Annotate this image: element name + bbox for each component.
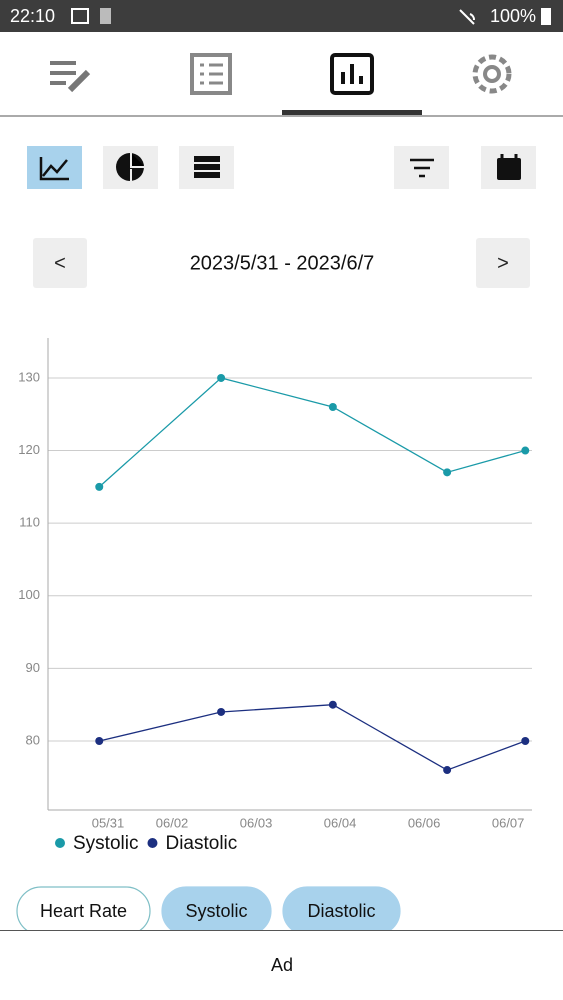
tab-bar [0, 53, 563, 117]
battery-saver-icon [100, 8, 111, 24]
series-line [99, 704, 526, 771]
ad-label: Ad [271, 955, 293, 975]
chip-label: Diastolic [307, 901, 375, 921]
gallery-icon [71, 8, 89, 24]
x-tick-label: 06/02 [156, 815, 189, 830]
legend-label: Diastolic [165, 833, 237, 854]
status-time: 22:10 [10, 6, 55, 26]
data-point [95, 737, 104, 746]
y-tick-label: 90 [26, 660, 40, 675]
table-icon [194, 156, 220, 178]
legend-dot [55, 838, 65, 848]
line-chart-button[interactable] [27, 146, 82, 189]
filter-icon [410, 158, 434, 178]
y-tick-label: 110 [19, 515, 40, 530]
status-icons [459, 9, 475, 25]
y-tick-label: 120 [18, 442, 40, 457]
prev-button[interactable] [33, 238, 87, 288]
y-tick-label: 100 [18, 587, 40, 602]
data-point [521, 737, 530, 746]
status-battery: 100% [490, 6, 536, 26]
ad-bar [0, 930, 563, 1000]
tab-settings[interactable] [472, 54, 512, 94]
tab-edit[interactable] [50, 61, 91, 93]
line-chart-icon [39, 157, 69, 181]
x-tick-label: 06/03 [240, 815, 273, 830]
next-button[interactable] [476, 238, 530, 288]
toolbar [27, 146, 536, 189]
date-range: 2023/5/31 - 2023/6/7 [190, 252, 375, 274]
battery-icon [541, 8, 551, 25]
x-tick-label: 06/04 [324, 815, 357, 830]
status-bar [0, 0, 563, 32]
prev-label: < [54, 252, 66, 274]
data-point [95, 482, 104, 491]
legend-dot [147, 838, 158, 848]
y-tick-label: 80 [26, 732, 40, 747]
y-tick-label: 130 [18, 369, 40, 384]
data-point [443, 766, 452, 775]
data-point [521, 446, 530, 455]
x-tick-label: 05/31 [92, 815, 125, 830]
data-point [217, 373, 226, 382]
data-point [443, 468, 452, 477]
series-line [98, 377, 526, 488]
x-tick-label: 06/06 [408, 815, 441, 830]
tab-list[interactable] [190, 53, 232, 95]
chart: 80 90 100 110 120 130 05/31 06/02 06/03 06/04 06/0… [18, 338, 532, 854]
chip-label: Heart Rate [40, 901, 127, 921]
calendar-icon [497, 158, 521, 180]
data-point [217, 707, 226, 716]
legend-label: Systolic [73, 833, 138, 854]
data-point [328, 402, 337, 411]
chip-label: Systolic [185, 901, 247, 921]
chips: Heart Rate Systolic Diastolic [16, 886, 401, 936]
next-label: > [497, 252, 509, 274]
tab-chart[interactable] [330, 53, 374, 95]
data-point [328, 700, 337, 709]
tab-indicator [282, 110, 422, 115]
x-tick-label: 06/07 [492, 815, 525, 830]
